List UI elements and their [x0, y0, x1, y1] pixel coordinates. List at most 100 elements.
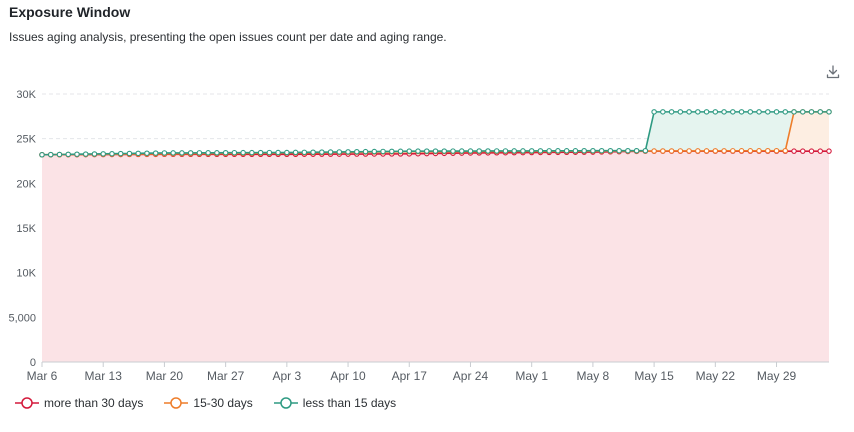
data-point-less_than_15 — [284, 149, 290, 156]
download-icon[interactable] — [825, 64, 841, 80]
data-point-less_than_15 — [520, 148, 526, 154]
series-points — [39, 109, 832, 158]
data-point-less_than_15 — [546, 148, 552, 154]
data-point-less_than_15 — [773, 109, 780, 115]
data-point-d15_30 — [773, 147, 780, 154]
data-point-d15_30 — [712, 148, 719, 154]
x-tick-label: May 15 — [634, 369, 674, 383]
y-tick-label: 10K — [16, 268, 36, 280]
x-tick-label: Mar 13 — [85, 369, 123, 383]
data-point-less_than_15 — [808, 109, 815, 115]
legend-label: 15-30 days — [193, 396, 253, 410]
data-point-less_than_15 — [196, 150, 203, 156]
data-point-less_than_15 — [74, 151, 80, 157]
data-point-less_than_15 — [502, 148, 509, 154]
data-point-less_than_15 — [65, 151, 71, 158]
data-point-less_than_15 — [56, 151, 63, 158]
data-point-less_than_15 — [231, 149, 238, 156]
data-point-less_than_15 — [555, 148, 561, 154]
data-point-less_than_15 — [493, 148, 500, 154]
data-point-d15_30 — [747, 148, 754, 154]
data-point-less_than_15 — [310, 149, 316, 155]
data-point-less_than_15 — [572, 148, 579, 154]
data-point-less_than_15 — [275, 149, 281, 156]
data-point-less_than_15 — [47, 151, 54, 158]
x-tick-label: Mar 20 — [146, 369, 184, 383]
data-point-less_than_15 — [82, 151, 89, 157]
data-point-d15_30 — [686, 148, 692, 154]
chart-title: Exposure Window — [9, 4, 131, 20]
data-point-less_than_15 — [642, 147, 649, 154]
data-point-less_than_15 — [563, 148, 570, 154]
data-point-d15_30 — [703, 148, 710, 154]
data-point-less_than_15 — [135, 150, 141, 157]
axes: 0 5,000 10K 15K 20K 25K 30K Mar 6 Mar 13 Mar 20 Ma… — [8, 89, 829, 383]
data-point-less_than_15 — [467, 148, 474, 154]
data-point-less_than_15 — [240, 149, 246, 156]
x-tick-label: Apr 17 — [392, 369, 428, 383]
data-point-less_than_15 — [187, 150, 194, 156]
data-point-less_than_15 — [161, 150, 168, 156]
data-point-d15_30 — [660, 148, 666, 154]
data-point-less_than_15 — [222, 149, 229, 156]
legend-item-15-30-days[interactable]: 15-30 days — [163, 396, 253, 410]
data-point-less_than_15 — [214, 150, 220, 156]
data-point-less_than_15 — [170, 150, 176, 156]
data-point-less_than_15 — [109, 150, 115, 157]
data-point-less_than_15 — [415, 148, 421, 154]
x-tick-label: Mar 27 — [207, 369, 245, 383]
x-tick-label: Apr 24 — [453, 369, 489, 383]
data-point-less_than_15 — [625, 147, 631, 154]
x-tick-label: May 22 — [696, 369, 736, 383]
data-point-less_than_15 — [345, 149, 351, 155]
data-point-less_than_15 — [292, 149, 299, 156]
data-point-less_than_15 — [319, 149, 325, 155]
data-point-less_than_15 — [336, 149, 343, 155]
data-point-less_than_15 — [660, 109, 666, 115]
data-point-less_than_15 — [738, 109, 745, 115]
data-point-d15_30 — [738, 148, 745, 154]
data-point-less_than_15 — [668, 109, 675, 115]
legend-marker-15-30-days — [164, 397, 189, 409]
x-tick-label: Mar 6 — [27, 369, 58, 383]
data-point-less_than_15 — [179, 150, 185, 156]
legend-label: less than 15 days — [302, 396, 397, 410]
data-point-less_than_15 — [266, 149, 273, 156]
data-point-less_than_15 — [126, 150, 133, 157]
data-point-less_than_15 — [380, 148, 386, 155]
data-point-more_than_30 — [826, 148, 832, 154]
x-tick-label: Apr 3 — [273, 369, 302, 383]
legend-item-more-than-30-days[interactable]: more than 30 days — [14, 396, 143, 410]
data-point-less_than_15 — [458, 148, 465, 154]
data-point-more_than_30 — [808, 148, 815, 154]
data-point-less_than_15 — [590, 147, 596, 154]
data-point-less_than_15 — [144, 150, 150, 156]
data-point-less_than_15 — [100, 151, 106, 157]
data-point-less_than_15 — [257, 149, 264, 156]
data-point-less_than_15 — [598, 147, 605, 154]
data-point-less_than_15 — [703, 109, 710, 115]
data-point-less_than_15 — [397, 148, 404, 155]
data-point-d15_30 — [695, 148, 701, 154]
legend-item-less-than-15-days[interactable]: less than 15 days — [273, 396, 396, 410]
data-point-less_than_15 — [301, 149, 308, 156]
data-point-less_than_15 — [537, 148, 544, 154]
data-point-less_than_15 — [677, 109, 684, 115]
data-point-d15_30 — [765, 147, 771, 154]
data-point-less_than_15 — [450, 148, 456, 154]
area-fill-more_than_30 — [42, 151, 829, 362]
legend-marker-more-than-30-days — [15, 397, 39, 409]
data-point-less_than_15 — [117, 150, 124, 157]
legend: more than 30 days 15-30 days less than 1… — [14, 396, 416, 410]
x-tick-label: May 1 — [515, 369, 548, 383]
data-point-less_than_15 — [511, 148, 517, 154]
data-point-d15_30 — [782, 147, 789, 154]
y-tick-label: 0 — [30, 357, 36, 369]
data-point-less_than_15 — [721, 109, 727, 115]
data-point-less_than_15 — [424, 148, 430, 154]
data-point-less_than_15 — [800, 109, 806, 115]
data-point-more_than_30 — [791, 148, 797, 154]
data-point-less_than_15 — [485, 148, 491, 154]
data-point-d15_30 — [651, 148, 657, 154]
